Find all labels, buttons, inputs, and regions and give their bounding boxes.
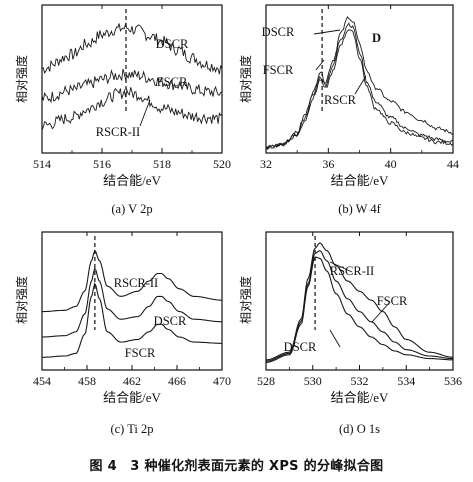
series-line-fscr [266, 250, 453, 362]
series-label: FSCR [377, 294, 408, 308]
panel-subtitle: (b) W 4f [338, 202, 381, 216]
chart-panel-1: 514 516 518 520 结合能/eV 相对强度 (a) V 2p DSCR FSCR RS… [14, 4, 231, 216]
series-line-rscr-ii [266, 242, 453, 361]
series-leader-line [354, 75, 367, 95]
series-label: DSCR [284, 340, 317, 354]
series-label: RSCR-II [96, 125, 140, 139]
series-label: RSCR [324, 93, 357, 107]
x-tick-label: 528 [257, 374, 275, 388]
series-label: DSCR [262, 25, 295, 39]
series-label: RSCR-II [114, 276, 158, 290]
x-axis-label: 结合能/eV [331, 173, 389, 188]
series-line-rscr-ii [42, 249, 222, 313]
series-line-fscr [265, 22, 454, 150]
series-label: FSCR [263, 63, 294, 77]
x-tick-label: 518 [153, 157, 171, 171]
x-tick-label: 32 [260, 157, 272, 171]
x-axis-label: 结合能/eV [331, 390, 389, 405]
x-axis-label: 结合能/eV [103, 173, 161, 188]
x-tick-label: 36 [322, 157, 334, 171]
series-leader-line [315, 59, 325, 71]
series-line-dscr [42, 267, 223, 338]
x-tick-label: 40 [385, 157, 397, 171]
series-line-rscr [265, 29, 454, 151]
series-leader-line [329, 329, 341, 348]
x-tick-label: 514 [33, 157, 51, 171]
chart-panel-2: 32 36 40 44 结合能/eV 相对强度 (b) W 4f DSCR FSCR RSCR D [238, 4, 459, 216]
x-tick-label: 532 [351, 374, 369, 388]
x-axis-label: 结合能/eV [103, 390, 161, 405]
y-axis-label: 相对强度 [14, 276, 29, 324]
series-leader-line [139, 99, 151, 127]
y-axis-label: 相对强度 [238, 276, 253, 324]
series-line-dscr [41, 21, 223, 75]
series-line-fscr [42, 282, 222, 358]
x-tick-label: 466 [168, 374, 186, 388]
panel-subtitle: (d) O 1s [339, 422, 380, 436]
x-tick-label: 516 [93, 157, 111, 171]
series-label: DSCR [156, 37, 189, 51]
series-line-dscr [265, 256, 453, 363]
x-tick-label: 530 [304, 374, 322, 388]
x-tick-label: 470 [213, 374, 231, 388]
series-label: RSCR-II [330, 264, 374, 278]
series-leader-line [313, 29, 341, 35]
annotation-label: D [372, 31, 381, 45]
y-axis-label: 相对强度 [238, 55, 253, 103]
figure-caption: 图 4 3 种催化剂表面元素的 XPS 的分峰拟合图 [89, 459, 384, 474]
series-label: DSCR [154, 314, 187, 328]
series-leader-line [371, 301, 391, 323]
chart-panel-4: 528 530 532 534 536 结合能/eV 相对强度 (d) O 1s RSCR-II… [238, 231, 462, 436]
series-line-dscr [265, 16, 454, 149]
series-line-fscr [41, 68, 223, 104]
chart-panel-3: 454 458 462 466 470 结合能/eV 相对强度 (c) Ti 2p RSCR-I… [14, 231, 231, 436]
series-line-rscr-ii [41, 87, 223, 131]
x-tick-label: 536 [444, 374, 462, 388]
x-tick-label: 462 [123, 374, 141, 388]
series-label: FSCR [125, 346, 156, 360]
x-tick-label: 520 [213, 157, 231, 171]
series-leader-line [329, 261, 353, 273]
panel-subtitle: (c) Ti 2p [110, 422, 153, 436]
series-label: FSCR [157, 75, 188, 89]
x-tick-label: 458 [78, 374, 96, 388]
panel-subtitle: (a) V 2p [111, 202, 152, 216]
y-axis-label: 相对强度 [14, 55, 29, 103]
x-tick-label: 534 [397, 374, 415, 388]
x-tick-label: 454 [33, 374, 51, 388]
x-tick-label: 44 [447, 157, 459, 171]
